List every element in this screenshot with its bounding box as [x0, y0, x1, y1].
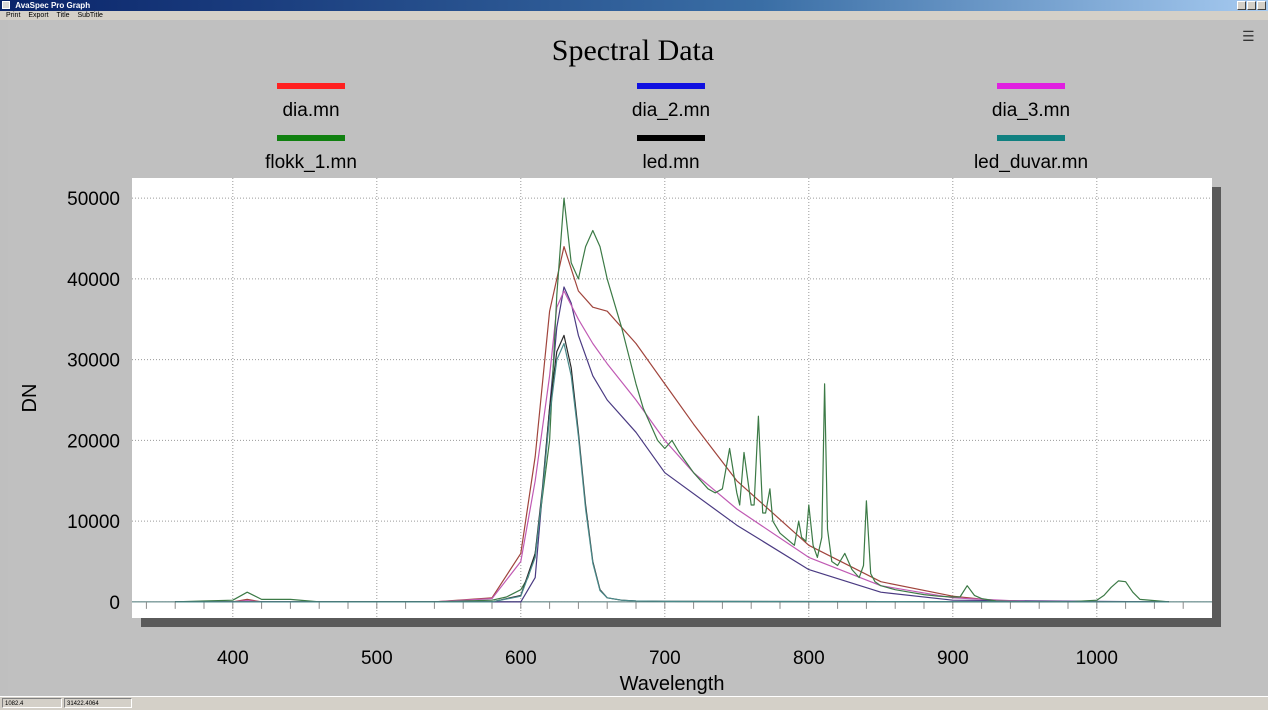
- menu-print[interactable]: Print: [6, 12, 21, 19]
- y-tick-label: 0: [109, 593, 120, 614]
- legend-label: led_duvar.mn: [974, 152, 1088, 173]
- legend-label: flokk_1.mn: [265, 152, 357, 173]
- y-axis-label: DN: [19, 384, 41, 413]
- legend-swatch: [637, 83, 705, 89]
- y-tick-label: 30000: [67, 351, 120, 372]
- status-cell-1: 1082.4: [2, 698, 62, 708]
- legend-label: dia.mn: [282, 100, 339, 121]
- maximize-button[interactable]: [1247, 1, 1256, 10]
- x-axis-label: Wavelength: [620, 673, 725, 695]
- x-tick-label: 700: [649, 648, 681, 669]
- legend-swatch: [997, 83, 1065, 89]
- minimize-button[interactable]: [1237, 1, 1246, 10]
- legend-label: dia_3.mn: [992, 100, 1070, 121]
- x-tick-label: 600: [505, 648, 537, 669]
- menu-subtitle[interactable]: SubTitle: [77, 12, 103, 19]
- series-line-flokk-1-mn: [175, 197, 1169, 603]
- x-tick-label: 1000: [1076, 648, 1118, 669]
- window-controls: [1237, 1, 1266, 10]
- legend-swatch: [637, 135, 705, 141]
- legend-swatch: [277, 135, 345, 141]
- legend-label: dia_2.mn: [632, 100, 710, 121]
- menubar: Print Export Title SubTitle: [0, 11, 1268, 20]
- list-icon[interactable]: ☰: [1242, 29, 1255, 45]
- x-tick-label: 500: [361, 648, 393, 669]
- series-line-led-duvar-mn: [175, 342, 1169, 603]
- chart-title: Spectral Data: [552, 34, 714, 67]
- legend-swatch: [997, 135, 1065, 141]
- menu-export[interactable]: Export: [28, 12, 49, 19]
- x-tick-label: 800: [793, 648, 825, 669]
- close-button[interactable]: [1257, 1, 1266, 10]
- y-tick-label: 50000: [67, 189, 120, 210]
- x-tick-label: 400: [217, 648, 249, 669]
- window-title: AvaSpec Pro Graph: [15, 1, 91, 10]
- legend-swatch: [277, 83, 345, 89]
- status-cell-2: 31422.4064: [64, 698, 132, 708]
- y-tick-label: 10000: [67, 512, 120, 533]
- y-tick-label: 40000: [67, 270, 120, 291]
- window-titlebar: AvaSpec Pro Graph: [0, 0, 1268, 11]
- app-icon: [2, 1, 10, 9]
- menu-title[interactable]: Title: [56, 12, 70, 19]
- statusbar: 1082.4 31422.4064: [0, 696, 1268, 710]
- legend-label: led.mn: [642, 152, 699, 173]
- y-tick-label: 20000: [67, 431, 120, 452]
- spectral-chart: Spectral Data dia.mn dia_2.mn dia_3.mnflokk…: [19, 34, 1221, 695]
- x-tick-label: 900: [937, 648, 969, 669]
- plot-background: [132, 178, 1212, 618]
